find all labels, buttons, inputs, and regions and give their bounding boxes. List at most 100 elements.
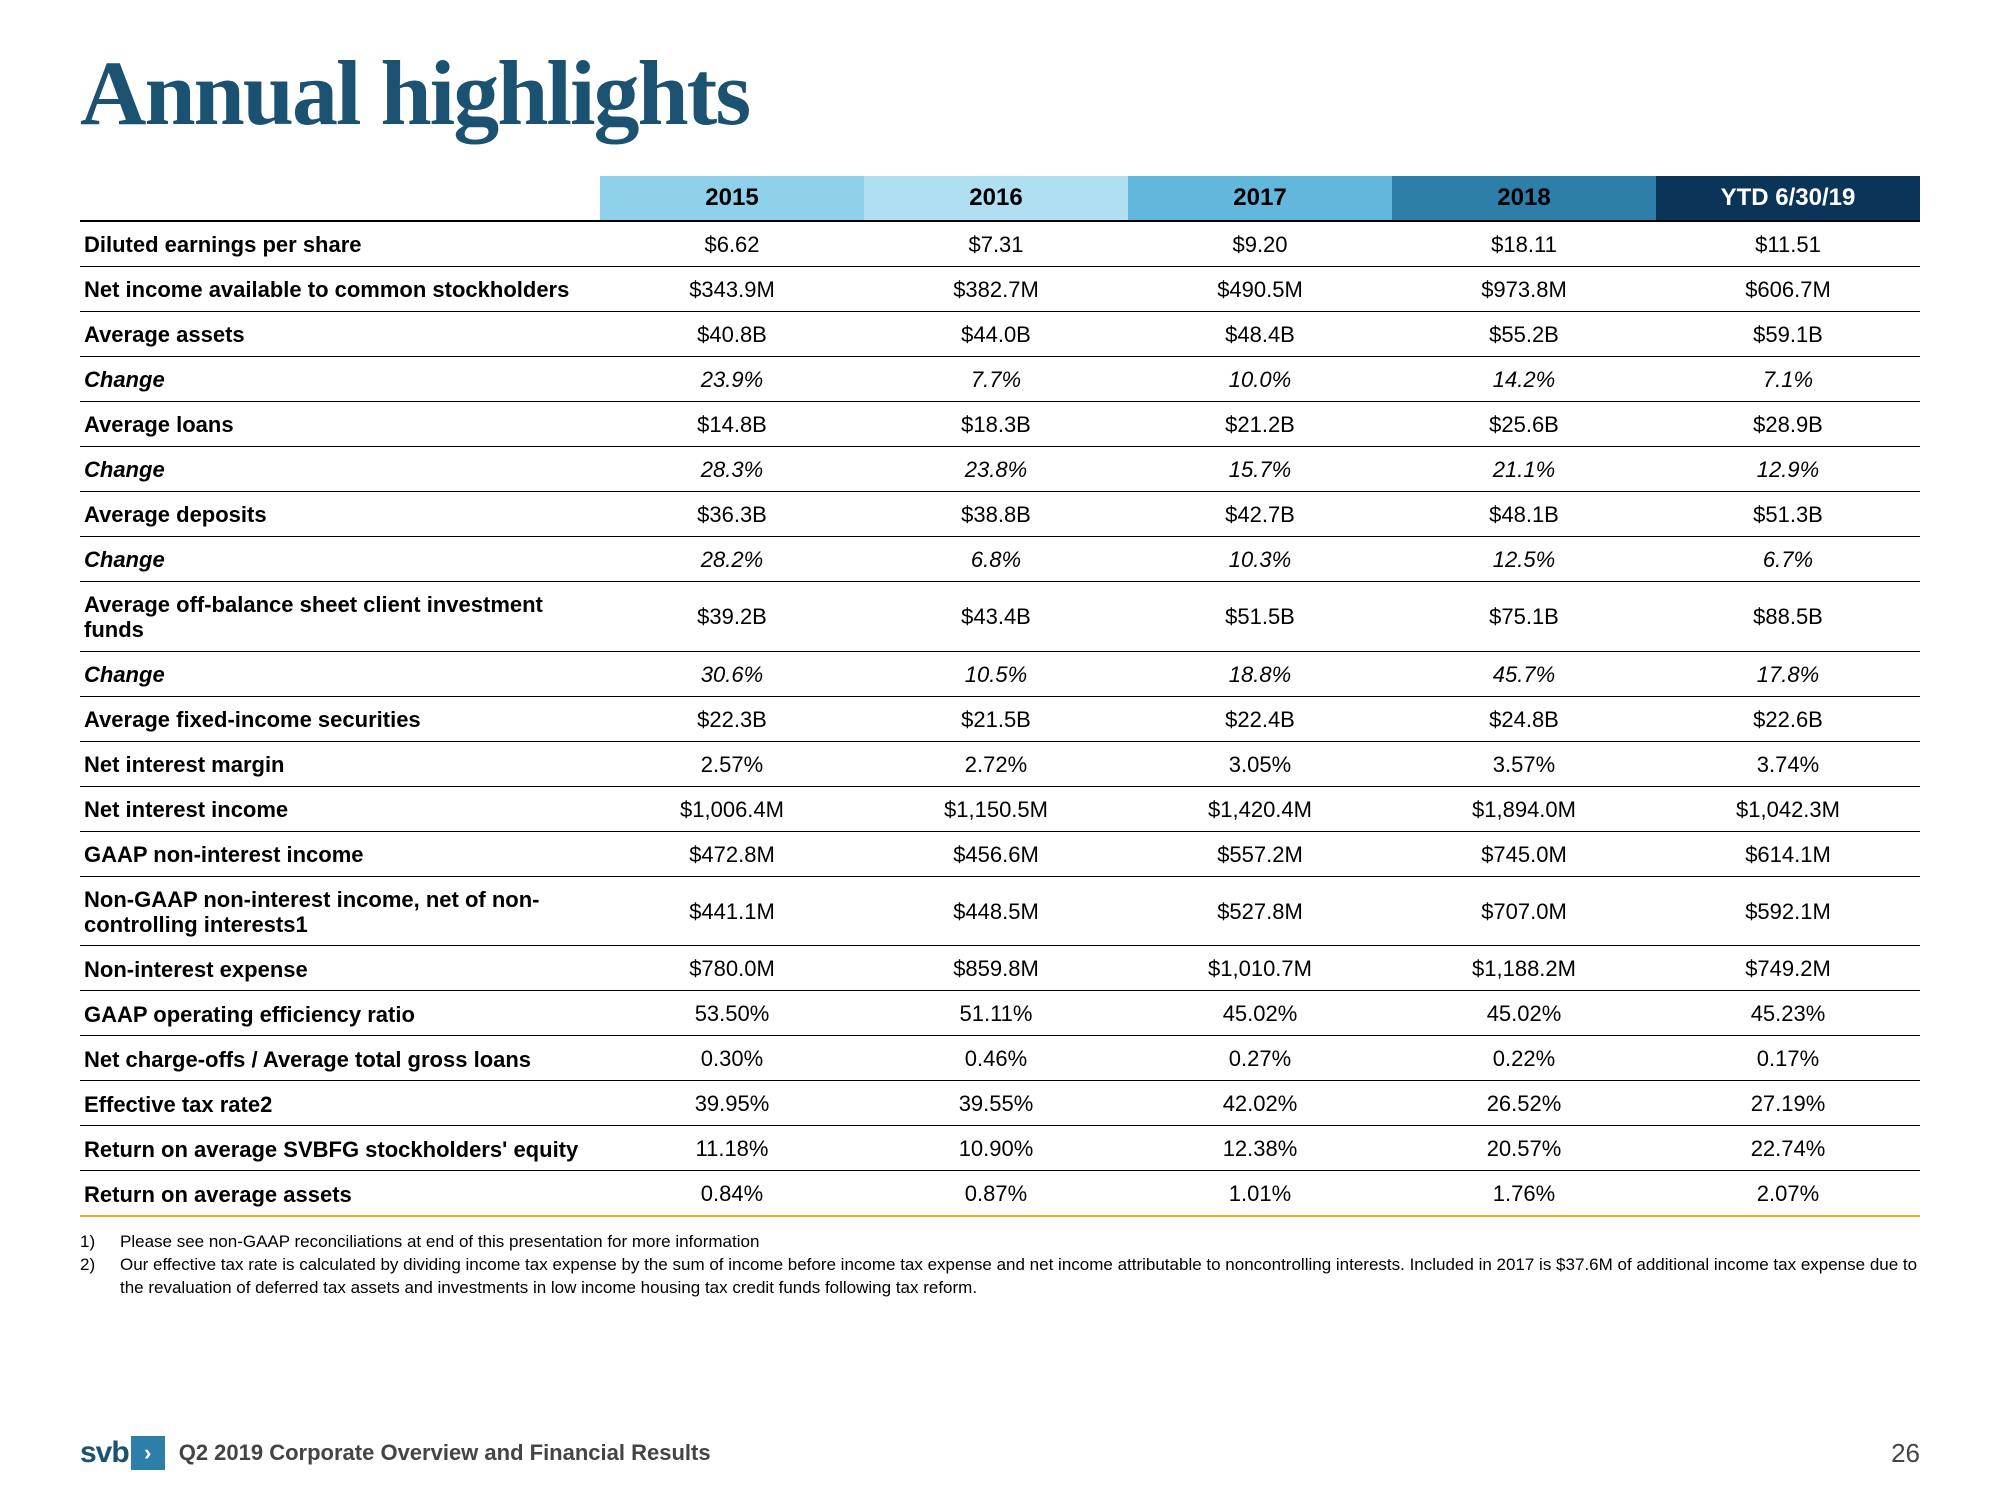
cell: 0.17% (1656, 1036, 1920, 1081)
cell: $441.1M (600, 876, 864, 946)
cell: 0.84% (600, 1171, 864, 1217)
cell: $14.8B (600, 402, 864, 447)
cell: 18.8% (1128, 651, 1392, 696)
table-row: Average off-balance sheet client investm… (80, 582, 1920, 652)
cell: $592.1M (1656, 876, 1920, 946)
cell: 28.3% (600, 447, 864, 492)
cell: $1,150.5M (864, 786, 1128, 831)
cell: $456.6M (864, 831, 1128, 876)
cell: 10.0% (1128, 357, 1392, 402)
cell: $9.20 (1128, 221, 1392, 267)
cell: $749.2M (1656, 946, 1920, 991)
cell: 10.90% (864, 1126, 1128, 1171)
cell: $1,010.7M (1128, 946, 1392, 991)
cell: $51.5B (1128, 582, 1392, 652)
cell: $28.9B (1656, 402, 1920, 447)
cell: $745.0M (1392, 831, 1656, 876)
cell: $557.2M (1128, 831, 1392, 876)
cell: $36.3B (600, 492, 864, 537)
cell: 1.01% (1128, 1171, 1392, 1217)
row-label: Average assets (80, 312, 600, 357)
footnote: 1) Please see non-GAAP reconciliations a… (80, 1231, 1920, 1254)
cell: 23.9% (600, 357, 864, 402)
table-row: Change28.3%23.8%15.7%21.1%12.9% (80, 447, 1920, 492)
cell: $343.9M (600, 267, 864, 312)
table-row: Net income available to common stockhold… (80, 267, 1920, 312)
table-row: Return on average SVBFG stockholders' eq… (80, 1126, 1920, 1171)
cell: $22.6B (1656, 696, 1920, 741)
row-label: Net interest margin (80, 741, 600, 786)
cell: 1.76% (1392, 1171, 1656, 1217)
row-label: Net income available to common stockhold… (80, 267, 600, 312)
cell: 15.7% (1128, 447, 1392, 492)
cell: $43.4B (864, 582, 1128, 652)
cell: 45.7% (1392, 651, 1656, 696)
cell: 6.7% (1656, 537, 1920, 582)
cell: 2.07% (1656, 1171, 1920, 1217)
cell: 42.02% (1128, 1081, 1392, 1126)
table-row: Diluted earnings per share$6.62$7.31$9.2… (80, 221, 1920, 267)
cell: $88.5B (1656, 582, 1920, 652)
table-row: Effective tax rate239.95%39.55%42.02%26.… (80, 1081, 1920, 1126)
row-label: Net charge-offs / Average total gross lo… (80, 1036, 600, 1081)
table-row: Change28.2%6.8%10.3%12.5%6.7% (80, 537, 1920, 582)
cell: 0.46% (864, 1036, 1128, 1081)
table-row: GAAP operating efficiency ratio53.50%51.… (80, 991, 1920, 1036)
row-label: Return on average assets (80, 1171, 600, 1217)
blank-header (80, 176, 600, 221)
cell: 12.38% (1128, 1126, 1392, 1171)
cell: $6.62 (600, 221, 864, 267)
cell: 53.50% (600, 991, 864, 1036)
col-header: YTD 6/30/19 (1656, 176, 1920, 221)
table-row: Change23.9%7.7%10.0%14.2%7.1% (80, 357, 1920, 402)
cell: 0.27% (1128, 1036, 1392, 1081)
footer-caption: Q2 2019 Corporate Overview and Financial… (179, 1440, 711, 1466)
cell: $859.8M (864, 946, 1128, 991)
footnotes: 1) Please see non-GAAP reconciliations a… (80, 1231, 1920, 1300)
row-label: Non-interest expense (80, 946, 600, 991)
row-label: Average off-balance sheet client investm… (80, 582, 600, 652)
highlights-table: 2015 2016 2017 2018 YTD 6/30/19 Diluted … (80, 176, 1920, 1217)
cell: 7.1% (1656, 357, 1920, 402)
cell: $490.5M (1128, 267, 1392, 312)
cell: 6.8% (864, 537, 1128, 582)
table-row: Change30.6%10.5%18.8%45.7%17.8% (80, 651, 1920, 696)
cell: $973.8M (1392, 267, 1656, 312)
table-row: Net interest income$1,006.4M$1,150.5M$1,… (80, 786, 1920, 831)
table-row: Average fixed-income securities$22.3B$21… (80, 696, 1920, 741)
cell: $1,042.3M (1656, 786, 1920, 831)
cell: 28.2% (600, 537, 864, 582)
cell: $606.7M (1656, 267, 1920, 312)
cell: 0.22% (1392, 1036, 1656, 1081)
cell: 45.02% (1392, 991, 1656, 1036)
cell: $22.4B (1128, 696, 1392, 741)
row-label: Average loans (80, 402, 600, 447)
footnote-num: 2) (80, 1254, 120, 1300)
cell: 20.57% (1392, 1126, 1656, 1171)
cell: 12.9% (1656, 447, 1920, 492)
row-label: Change (80, 537, 600, 582)
chevron-right-icon: › (131, 1436, 165, 1470)
cell: $614.1M (1656, 831, 1920, 876)
cell: 30.6% (600, 651, 864, 696)
cell: $48.1B (1392, 492, 1656, 537)
table-header-row: 2015 2016 2017 2018 YTD 6/30/19 (80, 176, 1920, 221)
row-label: Change (80, 357, 600, 402)
cell: $44.0B (864, 312, 1128, 357)
page-number: 26 (1891, 1438, 1920, 1469)
table-row: Net charge-offs / Average total gross lo… (80, 1036, 1920, 1081)
cell: 26.52% (1392, 1081, 1656, 1126)
cell: $472.8M (600, 831, 864, 876)
row-label: Average fixed-income securities (80, 696, 600, 741)
cell: 0.87% (864, 1171, 1128, 1217)
cell: $1,006.4M (600, 786, 864, 831)
cell: $1,420.4M (1128, 786, 1392, 831)
svb-logo: svb › (80, 1436, 165, 1470)
cell: 3.57% (1392, 741, 1656, 786)
cell: $21.2B (1128, 402, 1392, 447)
cell: 11.18% (600, 1126, 864, 1171)
footnote-text: Our effective tax rate is calculated by … (120, 1254, 1920, 1300)
cell: $55.2B (1392, 312, 1656, 357)
cell: 23.8% (864, 447, 1128, 492)
table-row: Average assets$40.8B$44.0B$48.4B$55.2B$5… (80, 312, 1920, 357)
